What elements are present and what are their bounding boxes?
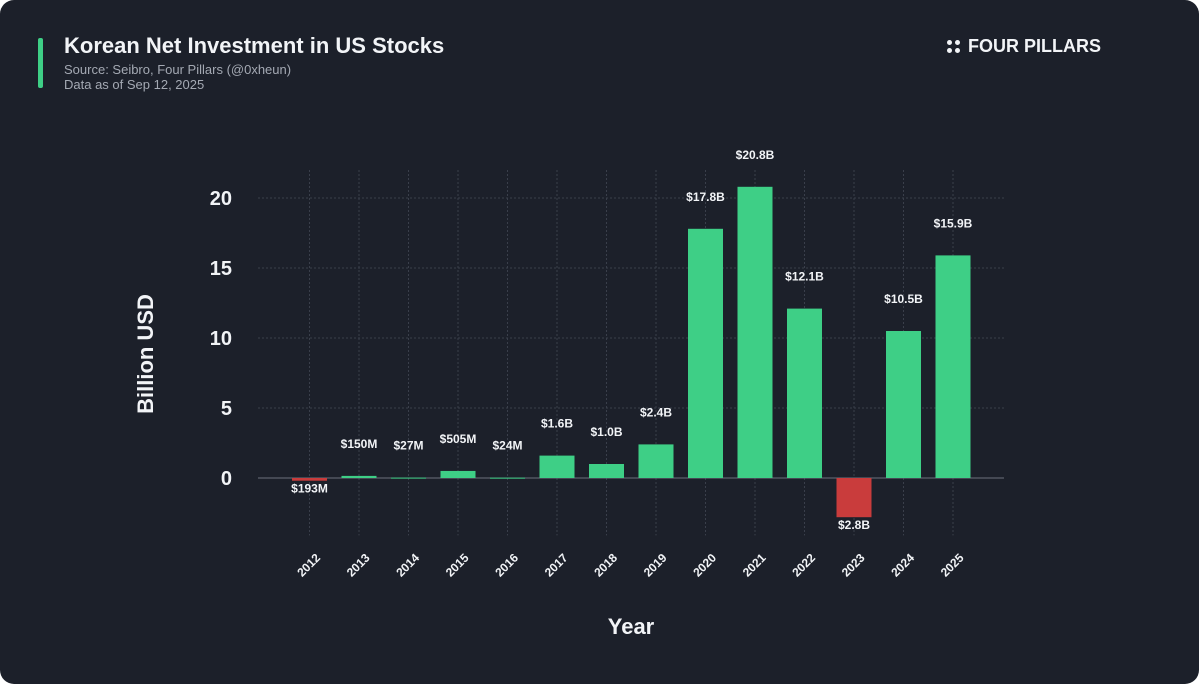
bars [292, 186, 971, 518]
x-axis-ticks: 2012 2013 2014 2015 2016 2017 2018 2019 2020 2021… [294, 551, 967, 580]
data-label-2014: $27M [393, 439, 423, 453]
x-tick-label: 2019 [641, 551, 670, 580]
bar-2022 [787, 308, 822, 478]
chart-title: Korean Net Investment in US Stocks [64, 33, 445, 58]
x-tick-label: 2022 [789, 551, 818, 580]
bar-2023 [836, 478, 872, 518]
x-tick-label: 2021 [740, 551, 769, 580]
x-tick-label: 2015 [443, 551, 472, 580]
x-tick-label: 2014 [393, 551, 422, 580]
bar-2017 [539, 455, 575, 478]
data-label-2018: $1.0B [590, 425, 622, 439]
x-tick-label: 2013 [344, 551, 373, 580]
y-tick-label: 5 [221, 398, 232, 420]
y-tick-label: 20 [210, 188, 232, 210]
bar-2025 [935, 255, 971, 478]
x-tick-label: 2017 [542, 551, 571, 580]
data-labels: $193M $150M $27M $505M $24M $1.6B $1.0B $2.4B $1… [291, 148, 973, 532]
bar-2021 [737, 186, 773, 479]
bar-2015 [440, 470, 476, 478]
data-label-2015: $505M [440, 432, 477, 446]
data-label-2017: $1.6B [541, 417, 573, 431]
bar-2024 [886, 331, 921, 478]
x-tick-label: 2012 [294, 551, 323, 580]
bar-2013 [341, 475, 377, 478]
data-label-2016: $24M [492, 439, 522, 453]
x-tick-label: 2025 [938, 551, 967, 580]
chart-source: Source: Seibro, Four Pillars (@0xheun) [64, 62, 292, 77]
bar-2012 [292, 478, 327, 481]
brand-name: FOUR PILLARS [968, 36, 1101, 56]
y-axis-ticks: 0 5 10 15 20 [210, 188, 232, 490]
four-dots-icon [947, 40, 960, 53]
chart-date: Data as of Sep 12, 2025 [64, 77, 205, 92]
x-tick-label: 2024 [888, 551, 917, 580]
bar-2019 [638, 444, 674, 478]
brand-logo: FOUR PILLARS [947, 36, 1101, 57]
bar-2020 [688, 228, 723, 478]
data-label-2023: $2.8B [838, 518, 870, 532]
data-label-2012: $193M [291, 482, 328, 496]
y-tick-label: 0 [221, 468, 232, 490]
y-tick-label: 15 [210, 258, 232, 280]
data-label-2021: $20.8B [736, 148, 775, 162]
x-tick-label: 2018 [591, 551, 620, 580]
data-label-2025: $15.9B [934, 216, 973, 230]
x-tick-label: 2023 [839, 551, 868, 580]
x-tick-label: 2020 [690, 551, 719, 580]
x-tick-label: 2016 [492, 551, 521, 580]
data-label-2024: $10.5B [884, 292, 923, 306]
data-label-2013: $150M [341, 437, 378, 451]
y-axis-title: Billion USD [133, 294, 158, 414]
data-label-2020: $17.8B [686, 190, 725, 204]
bar-2014 [391, 477, 426, 479]
data-label-2019: $2.4B [640, 405, 672, 419]
x-axis-title: Year [608, 614, 655, 639]
y-tick-label: 10 [210, 328, 232, 350]
bar-2016 [490, 477, 525, 479]
title-accent-bar [38, 38, 43, 88]
bar-2018 [589, 464, 624, 478]
data-label-2022: $12.1B [785, 270, 824, 284]
